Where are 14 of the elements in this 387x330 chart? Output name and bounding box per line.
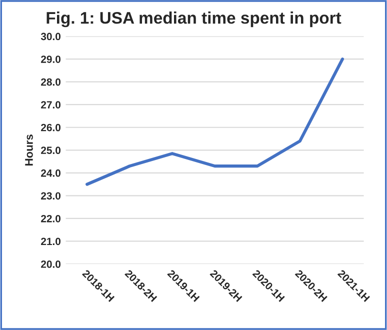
y-tick-label: 25.0 [41,146,61,154]
y-tick-label: 21.0 [41,238,61,246]
y-tick-label: 20.0 [41,260,61,268]
y-tick-label: 27.0 [41,101,61,108]
line-series [86,58,344,186]
y-tick-label: 28.0 [41,78,61,86]
y-tick-label: 29.0 [41,56,61,63]
y-tick-label: 23.0 [41,192,61,200]
y-tick-label: 26.0 [41,124,61,132]
chart-title: Fig. 1: USA median time spent in port [46,12,342,28]
y-tick-label: 30.0 [40,32,61,40]
y-tick-label: 22.0 [41,214,61,222]
y-axis-title: Hours [25,134,33,166]
y-tick-label: 24.0 [41,169,61,177]
